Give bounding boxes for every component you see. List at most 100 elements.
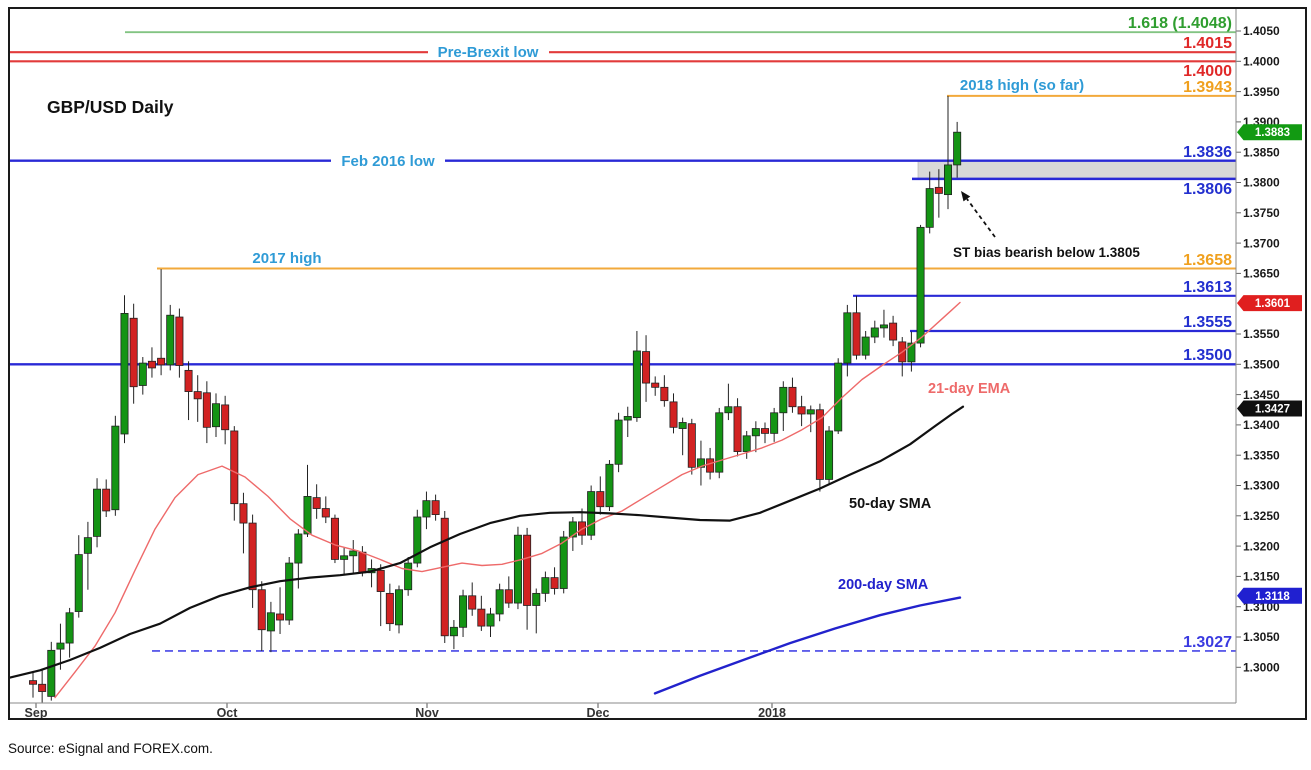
candle-body	[230, 430, 239, 505]
annotation-arrow-layer	[961, 191, 996, 238]
level-label-1-4000: 1.4000	[1183, 63, 1232, 80]
candle-body	[870, 327, 879, 338]
annotation-arrow-head	[961, 191, 971, 202]
candle-body	[559, 536, 568, 589]
prebrexit-low-label: Pre-Brexit low	[438, 44, 539, 61]
price-badge-1.3427	[1237, 400, 1302, 417]
candle-body	[916, 226, 925, 344]
price-tick-label: 1.3700	[1243, 236, 1280, 250]
chart-title: GBP/USD Daily	[47, 97, 174, 117]
candle-body	[742, 435, 751, 452]
price-badge-1.3601	[1237, 295, 1302, 312]
candle-body	[257, 589, 266, 631]
candle-body	[779, 386, 788, 414]
candle-body	[706, 458, 715, 473]
candle-body	[394, 589, 403, 626]
candle-body	[797, 406, 806, 415]
candle-body	[825, 430, 834, 480]
candle-body	[330, 517, 339, 560]
candle-body	[129, 317, 138, 388]
level-label-1-3613: 1.3613	[1183, 279, 1232, 296]
candle-body	[385, 592, 394, 625]
candle-body	[321, 508, 330, 518]
candle-body	[761, 428, 770, 434]
high-2018-label: 2018 high (so far)	[960, 77, 1084, 94]
price-tick-label: 1.3400	[1243, 418, 1280, 432]
candle-body	[696, 458, 705, 468]
candle-body	[678, 422, 687, 429]
price-tick-label: 1.3050	[1243, 630, 1280, 644]
candle-body	[468, 595, 477, 610]
price-tick-label: 1.4000	[1243, 55, 1280, 69]
candle-body	[568, 521, 577, 538]
annotation-arrow-shaft	[966, 198, 996, 238]
sma-200-line	[653, 596, 962, 695]
price-badge-1.3118	[1237, 587, 1302, 604]
price-tick-label: 1.4050	[1243, 24, 1280, 38]
price-badge-1.3883	[1237, 124, 1302, 141]
ema-21-label: 21-day EMA	[928, 381, 1011, 397]
candle-body	[28, 680, 37, 685]
candle-body	[724, 406, 733, 414]
level-label-1618-fib: 1.618 (1.4048)	[1128, 15, 1232, 32]
candle-body	[459, 595, 468, 628]
candle-body	[102, 488, 111, 512]
sma-50-label: 50-day SMA	[849, 496, 932, 512]
month-label-Oct: Oct	[217, 706, 239, 720]
label-backdrop	[428, 43, 549, 60]
candle-body	[669, 401, 678, 428]
price-tick-label: 1.3750	[1243, 206, 1280, 220]
st-bias-annotation: ST bias bearish below 1.3805	[953, 245, 1140, 260]
candle-body	[440, 517, 449, 637]
chart-border	[8, 7, 1307, 720]
candle-body	[404, 562, 413, 591]
price-axis-layer: 1.40501.40001.39501.39001.38501.38001.37…	[1236, 24, 1280, 675]
candle-body	[111, 425, 120, 511]
candle-body	[74, 554, 83, 612]
month-label-Nov: Nov	[415, 706, 439, 720]
candle-body	[513, 534, 522, 604]
price-tick-label: 1.3500	[1243, 358, 1280, 372]
candle-body	[541, 577, 550, 594]
price-tick-label: 1.3300	[1243, 479, 1280, 493]
candle-body	[751, 428, 760, 437]
price-tick-label: 1.3200	[1243, 539, 1280, 553]
candle-body	[733, 406, 742, 452]
candle-body	[532, 592, 541, 606]
candle-body	[193, 391, 202, 400]
candle-body	[907, 342, 916, 363]
candle-body	[202, 392, 211, 428]
candle-body	[266, 612, 275, 632]
candle-body	[221, 404, 230, 431]
candle-body	[83, 537, 92, 554]
candle-body	[120, 312, 129, 435]
level-label-1-3555: 1.3555	[1183, 314, 1232, 331]
candle-body	[312, 497, 321, 509]
high-2017-label: 2017 high	[252, 250, 321, 267]
candle-body	[687, 423, 696, 468]
price-tick-label: 1.3550	[1243, 327, 1280, 341]
candle-body	[651, 382, 660, 388]
level-label-1-3806: 1.3806	[1183, 181, 1232, 198]
moving-averages-layer	[8, 301, 965, 699]
candle-body	[770, 412, 779, 434]
candle-body	[925, 188, 934, 228]
candle-body	[175, 316, 184, 366]
price-tick-label: 1.3950	[1243, 85, 1280, 99]
candles-layer	[28, 95, 962, 703]
price-badge-label: 1.3601	[1255, 298, 1291, 310]
level-label-1-3836: 1.3836	[1183, 144, 1232, 161]
candle-body	[815, 409, 824, 480]
candle-body	[184, 369, 193, 392]
candle-body	[495, 589, 504, 615]
source-text: Source: eSignal and FOREX.com.	[8, 741, 213, 756]
candle-body	[843, 312, 852, 364]
price-tick-label: 1.3650	[1243, 267, 1280, 281]
level-label-1-3943: 1.3943	[1183, 79, 1232, 96]
candle-body	[596, 491, 605, 508]
candle-body	[239, 503, 248, 524]
candle-body	[340, 555, 349, 560]
price-badges-layer: 1.3883 1.3601 1.3427 1.3118	[1237, 124, 1302, 604]
